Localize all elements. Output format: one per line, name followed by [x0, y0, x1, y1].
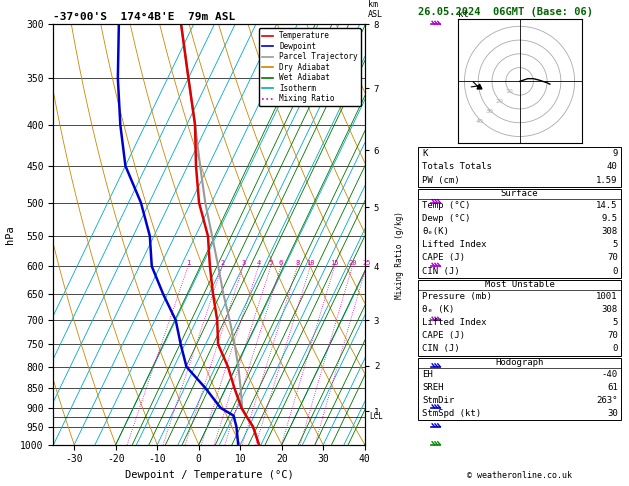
- Text: Dewp (°C): Dewp (°C): [422, 214, 470, 223]
- Text: θₑ(K): θₑ(K): [422, 227, 449, 236]
- Text: kt: kt: [457, 10, 469, 19]
- Text: Totals Totals: Totals Totals: [422, 162, 492, 172]
- Text: 5: 5: [612, 240, 618, 249]
- Text: 30: 30: [607, 409, 618, 418]
- X-axis label: Dewpoint / Temperature (°C): Dewpoint / Temperature (°C): [125, 470, 294, 480]
- Text: 9: 9: [612, 149, 618, 158]
- Text: CIN (J): CIN (J): [422, 345, 460, 353]
- Text: 40: 40: [607, 162, 618, 172]
- Text: 9.5: 9.5: [601, 214, 618, 223]
- Text: 5: 5: [269, 260, 273, 266]
- Text: 10: 10: [506, 89, 513, 94]
- Text: Mixing Ratio (g/kg): Mixing Ratio (g/kg): [395, 211, 404, 299]
- Text: 10: 10: [306, 260, 314, 266]
- Text: EH: EH: [422, 370, 433, 379]
- Text: 0: 0: [612, 345, 618, 353]
- Text: CIN (J): CIN (J): [422, 266, 460, 276]
- Y-axis label: hPa: hPa: [4, 225, 14, 244]
- Text: Surface: Surface: [501, 190, 538, 198]
- Text: 1.59: 1.59: [596, 175, 618, 185]
- Text: StmSpd (kt): StmSpd (kt): [422, 409, 481, 418]
- Text: StmDir: StmDir: [422, 396, 454, 405]
- Text: km
ASL: km ASL: [368, 0, 383, 19]
- Text: CAPE (J): CAPE (J): [422, 253, 465, 262]
- Text: 30: 30: [486, 109, 494, 114]
- Text: Pressure (mb): Pressure (mb): [422, 292, 492, 301]
- Text: 20: 20: [348, 260, 357, 266]
- Text: PW (cm): PW (cm): [422, 175, 460, 185]
- Text: 308: 308: [601, 305, 618, 314]
- Text: Hodograph: Hodograph: [496, 358, 543, 367]
- Text: 6: 6: [279, 260, 283, 266]
- Text: LCL: LCL: [369, 412, 383, 421]
- Text: Temp (°C): Temp (°C): [422, 201, 470, 210]
- Text: 26.05.2024  06GMT (Base: 06): 26.05.2024 06GMT (Base: 06): [418, 7, 593, 17]
- Text: 2: 2: [220, 260, 225, 266]
- Text: 1: 1: [186, 260, 190, 266]
- Text: 15: 15: [330, 260, 339, 266]
- Text: 0: 0: [612, 266, 618, 276]
- Text: CAPE (J): CAPE (J): [422, 331, 465, 340]
- Text: -40: -40: [601, 370, 618, 379]
- Text: 40: 40: [476, 119, 484, 123]
- Text: 70: 70: [607, 331, 618, 340]
- Text: SREH: SREH: [422, 383, 443, 392]
- Text: 1001: 1001: [596, 292, 618, 301]
- Text: Lifted Index: Lifted Index: [422, 240, 487, 249]
- Legend: Temperature, Dewpoint, Parcel Trajectory, Dry Adiabat, Wet Adiabat, Isotherm, Mi: Temperature, Dewpoint, Parcel Trajectory…: [259, 28, 361, 106]
- Text: 25: 25: [362, 260, 370, 266]
- Text: 20: 20: [496, 99, 504, 104]
- Text: 5: 5: [612, 318, 618, 327]
- Text: © weatheronline.co.uk: © weatheronline.co.uk: [467, 471, 572, 480]
- Text: 308: 308: [601, 227, 618, 236]
- Text: -37°00'S  174°4B'E  79m ASL: -37°00'S 174°4B'E 79m ASL: [53, 12, 236, 22]
- Text: 3: 3: [241, 260, 245, 266]
- Text: 61: 61: [607, 383, 618, 392]
- Text: Most Unstable: Most Unstable: [484, 280, 555, 290]
- Text: θₑ (K): θₑ (K): [422, 305, 454, 314]
- Text: 14.5: 14.5: [596, 201, 618, 210]
- Text: Lifted Index: Lifted Index: [422, 318, 487, 327]
- Text: 8: 8: [295, 260, 299, 266]
- Text: K: K: [422, 149, 428, 158]
- Text: 4: 4: [257, 260, 260, 266]
- Text: 70: 70: [607, 253, 618, 262]
- Text: 263°: 263°: [596, 396, 618, 405]
